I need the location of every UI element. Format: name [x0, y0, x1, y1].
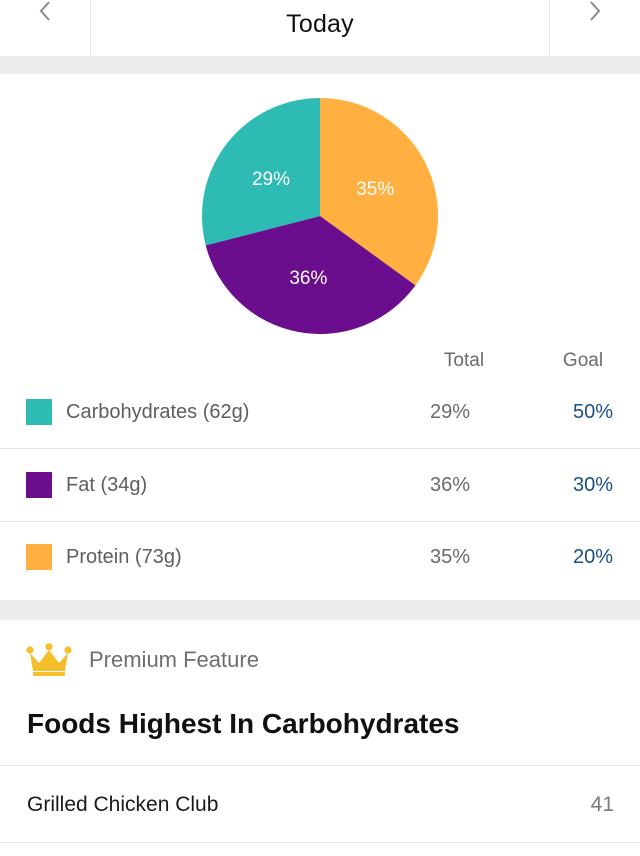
macro-total: 36%: [430, 474, 471, 496]
pie-chart-svg: 35% 36% 29%: [202, 98, 438, 334]
macro-goal[interactable]: 50%: [572, 401, 613, 423]
chevron-left-icon: [39, 1, 50, 21]
goal-column-header: Goal: [562, 350, 604, 371]
macro-total: 29%: [430, 401, 471, 423]
macro-name: Carbohydrates (62g): [66, 401, 250, 423]
macro-goal[interactable]: 30%: [572, 474, 613, 496]
fat-color-swatch: [26, 472, 52, 498]
chevron-right-icon: [590, 1, 601, 21]
date-navigator: Today: [0, 0, 640, 56]
macro-total: 35%: [430, 546, 471, 568]
macro-name: Protein (73g): [66, 546, 182, 568]
date-title: Today: [286, 10, 354, 38]
carbohydrates-color-swatch: [26, 399, 52, 425]
macros-pie-chart: 35% 36% 29%: [202, 98, 438, 334]
macro-goal[interactable]: 20%: [572, 546, 613, 568]
section-separator: [0, 600, 640, 620]
protein-color-swatch: [26, 544, 52, 570]
pie-slice-carbohydrates: [202, 98, 320, 246]
macro-row-protein[interactable]: Protein (73g) 35% 20%: [0, 521, 640, 593]
section-title: Foods Highest In Carbohydrates: [27, 708, 460, 739]
premium-card: Premium Feature Foods Highest In Carbohy…: [0, 620, 640, 856]
total-column-header: Total: [443, 350, 485, 371]
macro-name: Fat (34g): [66, 474, 148, 496]
section-separator: [0, 56, 640, 74]
premium-feature-banner[interactable]: Premium Feature: [26, 640, 259, 680]
column-headers: Total Goal: [0, 350, 640, 374]
row-divider: [0, 521, 640, 522]
premium-feature-label: Premium Feature: [89, 647, 259, 672]
macro-row-fat[interactable]: Fat (34g) 36% 30%: [0, 449, 640, 521]
food-list-item[interactable]: Grilled Chicken Club 41: [0, 765, 640, 843]
previous-day-button[interactable]: [0, 0, 91, 56]
pie-label-carbohydrates: 29%: [252, 169, 290, 190]
pie-label-fat: 36%: [289, 268, 327, 289]
pie-label-protein: 35%: [356, 179, 394, 200]
pie-slice-protein: [320, 98, 438, 286]
row-divider: [0, 448, 640, 449]
crown-icon: [26, 643, 72, 676]
next-day-button[interactable]: [549, 0, 640, 56]
pie-slice-fat: [205, 216, 416, 334]
food-carb-value: 41: [590, 793, 614, 816]
macros-card: 35% 36% 29% Total Goal Carbohydrates (62g)…: [0, 74, 640, 600]
macro-row-carbohydrates[interactable]: Carbohydrates (62g) 29% 50%: [0, 376, 640, 448]
food-name: Grilled Chicken Club: [27, 793, 219, 816]
